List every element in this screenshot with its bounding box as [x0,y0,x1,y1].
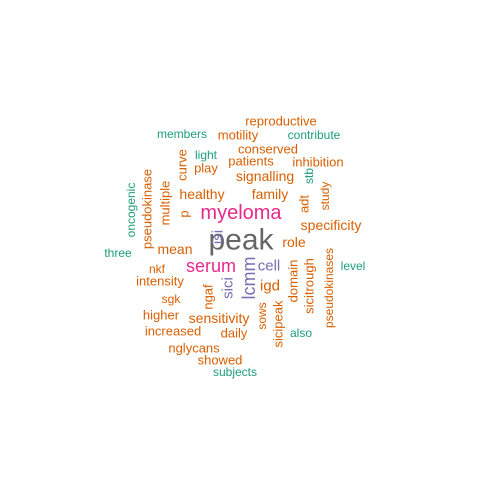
word-sensitivity: sensitivity [189,310,250,326]
word-study: study [318,182,332,211]
word-signalling: signalling [236,168,294,184]
word-serum: serum [186,256,236,276]
word-adt: adt [297,195,312,213]
word-three: three [104,246,132,260]
word-daily: daily [221,326,248,341]
word-p: p [177,210,192,217]
word-sicitrough: sicitrough [302,258,317,314]
word-family: family [252,186,289,202]
word-igd: igd [260,278,280,295]
word-intensity: intensity [136,274,184,289]
word-subjects: subjects [213,365,257,379]
word-members: members [157,127,207,141]
word-showed: showed [198,353,243,368]
word-also: also [290,326,312,340]
word-domain: domain [286,260,301,303]
word-inhibition: inhibition [292,155,343,170]
word-reproductive: reproductive [245,114,317,129]
word-ngaf: ngaf [201,284,216,310]
word-curve: curve [175,149,190,181]
word-level: level [341,259,366,273]
word-stb: stb [302,168,316,184]
word-lcmm: lcmm [239,257,259,300]
word-contribute: contribute [288,128,341,142]
word-cell: cell [258,258,281,275]
word-oncogenic: oncogenic [124,183,138,238]
word-play: play [194,161,218,176]
word-role: role [282,234,306,250]
word-sgk: sgk [162,292,182,306]
word-sici: sici [220,277,237,299]
word-specificity: specificity [301,217,362,233]
word-higher: higher [143,308,180,323]
word-increased: increased [145,324,201,339]
word-multiple: multiple [158,181,173,226]
word-healthy: healthy [179,186,224,202]
word-mean: mean [157,241,192,257]
word-patients: patients [228,154,274,169]
word-peak: peak [208,224,274,257]
word-nkf: nkf [149,262,166,276]
word-motility: motility [218,128,259,143]
word-myeloma: myeloma [200,202,282,224]
word-isi: isi [210,230,227,244]
word-sows: sows [255,302,269,329]
word-pseudokinase: pseudokinase [140,169,155,249]
word-conserved: conserved [238,142,298,157]
word-light: light [195,148,218,162]
word-sicipeak: sicipeak [271,300,286,347]
word-pseudokinases: pseudokinases [322,248,336,328]
word-nglycans: nglycans [168,341,220,356]
